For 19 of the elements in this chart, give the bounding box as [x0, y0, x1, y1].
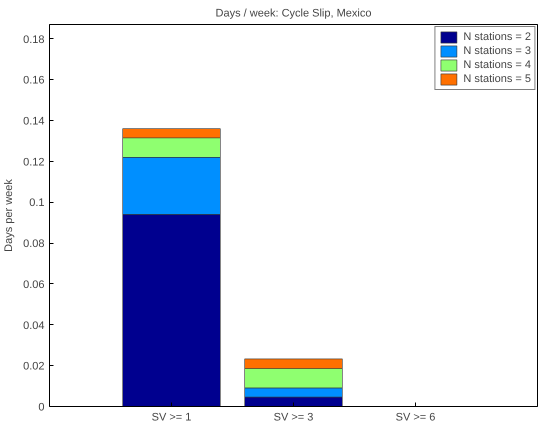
y-tick-label: 0.02 — [23, 360, 45, 373]
legend-label: N stations = 4 — [463, 58, 531, 72]
y-axis-title: Days per week — [3, 178, 16, 252]
y-tick-label: 0.12 — [23, 156, 45, 168]
y-tick-label: 0.18 — [23, 34, 45, 46]
legend-label: N stations = 2 — [463, 30, 531, 44]
y-tick-label: 0.06 — [23, 278, 45, 291]
y-tick-label: 0.14 — [23, 116, 45, 128]
x-tick-label: SV >= 1 — [152, 412, 192, 424]
x-tick-label: SV >= 6 — [396, 412, 436, 424]
y-tick-label: 0.16 — [23, 74, 45, 87]
y-tick-label: 0.08 — [23, 238, 45, 250]
y-tick-label: 0 — [38, 402, 45, 414]
x-tick-label: SV >= 3 — [274, 412, 314, 424]
chart-title: Days / week: Cycle Slip, Mexico — [216, 8, 372, 20]
y-tick-label: 0.04 — [23, 320, 45, 332]
legend-label: N stations = 5 — [463, 72, 531, 86]
legend-label: N stations = 3 — [463, 44, 531, 58]
y-tick-label: 0.1 — [29, 197, 45, 210]
